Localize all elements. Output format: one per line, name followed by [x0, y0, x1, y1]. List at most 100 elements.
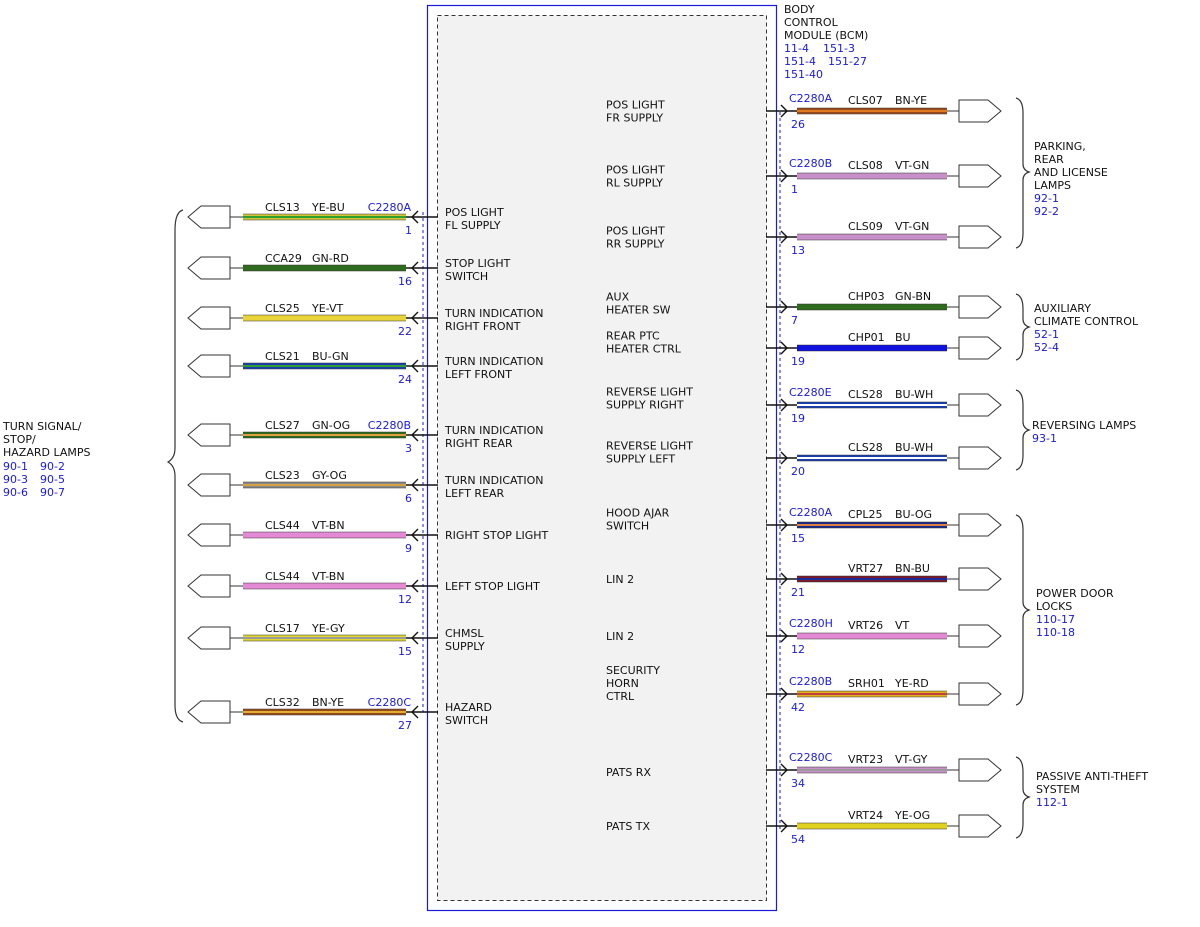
connector-symbol [187, 205, 231, 229]
pin-arrow [780, 572, 788, 586]
module-ref: 151-40 [784, 68, 823, 81]
pin-arrow [780, 819, 788, 833]
group-ref: 92-2 [1034, 205, 1059, 218]
group-ref: 90-7 [40, 486, 65, 499]
right-group-brace [1015, 389, 1031, 471]
pin-function: LIN 2 [606, 630, 634, 643]
group-title-line: TURN SIGNAL/ [2, 420, 82, 433]
wire-color-code: BU-WH [895, 441, 933, 454]
wire-color-code: VT-BN [312, 570, 345, 583]
connector-symbol [187, 306, 231, 330]
right-group-brace [1015, 514, 1031, 706]
pin-arrow [780, 169, 788, 183]
pin-number: 20 [791, 465, 805, 478]
circuit-id: CLS08 [848, 159, 883, 172]
pin-number: 3 [405, 442, 412, 455]
wire-color-code: VT-GY [895, 753, 928, 766]
connector-id: C2280B [368, 419, 411, 432]
wire-color-code: BU-OG [895, 508, 932, 521]
connector-id: C2280C [789, 751, 833, 764]
pin-function: HEATER CTRL [606, 343, 682, 356]
left-group-brace [166, 209, 184, 723]
pin-arrow [780, 341, 788, 355]
group-title-line: REVERSING LAMPS [1032, 419, 1136, 432]
pin-function: POS LIGHT [606, 99, 665, 112]
circuit-id: CLS44 [265, 519, 300, 532]
pin-function: FL SUPPLY [445, 219, 501, 232]
pin-function: HOOD AJAR [606, 507, 670, 520]
connector-symbol [187, 700, 231, 724]
group-title-line: STOP/ [3, 433, 36, 446]
connector-id: C2280C [368, 696, 412, 709]
wire-color-code: BN-YE [312, 696, 344, 709]
module-ref: 11-4 [784, 42, 809, 55]
circuit-id: VRT23 [848, 753, 883, 766]
wire-color-code: YE-BU [311, 201, 345, 214]
pin-arrow [780, 451, 788, 465]
module-title-line: BODY [784, 3, 815, 16]
connector-symbol [958, 624, 1002, 648]
circuit-id: CLS28 [848, 441, 883, 454]
connector-symbol [958, 513, 1002, 537]
circuit-id: CLS28 [848, 388, 883, 401]
pin-number: 7 [791, 314, 798, 327]
circuit-id: CLS44 [265, 570, 300, 583]
group-ref: 52-1 [1034, 328, 1059, 341]
connector-symbol [958, 814, 1002, 838]
module-ref: 151-27 [828, 55, 867, 68]
wire-color-code: GN-RD [312, 252, 349, 265]
connector-id: C2280E [789, 386, 832, 399]
module-title-line: CONTROL [784, 16, 839, 29]
pin-function: LIN 2 [606, 573, 634, 586]
pin-function: RL SUPPLY [606, 177, 663, 190]
pin-arrow [411, 579, 419, 593]
wire-color-code: YE-VT [311, 302, 344, 315]
group-ref: 92-1 [1034, 192, 1059, 205]
right-group-brace [1015, 97, 1031, 249]
group-title-line: PARKING, [1034, 140, 1086, 153]
pin-function: HAZARD [445, 701, 492, 714]
connector-id: C2280H [789, 617, 833, 630]
pin-arrow [780, 518, 788, 532]
pin-arrow [411, 311, 419, 325]
connector-id: C2280A [789, 506, 833, 519]
connector-symbol [958, 567, 1002, 591]
pin-function: CHMSL [445, 627, 484, 640]
module-inner-dashed [437, 15, 767, 901]
wire-color-code: BU-GN [312, 350, 349, 363]
circuit-id: CLS27 [265, 419, 300, 432]
pin-number: 24 [398, 373, 412, 386]
module-ref: 151-4 [784, 55, 816, 68]
pin-number: 1 [791, 183, 798, 196]
pin-arrow [780, 398, 788, 412]
pin-number: 27 [398, 719, 412, 732]
pin-number: 12 [398, 593, 412, 606]
circuit-id: CHP03 [848, 290, 885, 303]
pin-function: SUPPLY [445, 640, 485, 653]
pin-function: RIGHT REAR [445, 437, 513, 450]
pin-function: PATS RX [606, 766, 651, 779]
wire-color-code: YE-OG [894, 809, 930, 822]
connector-symbol [958, 164, 1002, 188]
wire-color-code: VT [895, 619, 910, 632]
group-title-line: CLIMATE CONTROL [1034, 315, 1139, 328]
group-ref: 112-1 [1036, 796, 1068, 809]
pin-arrow [411, 631, 419, 645]
pin-function: SECURITY [606, 664, 660, 677]
pin-function: LEFT FRONT [445, 368, 512, 381]
pin-arrow [411, 478, 419, 492]
connector-symbol [958, 758, 1002, 782]
pin-function: LEFT REAR [445, 487, 505, 500]
circuit-id: CLS32 [265, 696, 300, 709]
pin-function: TURN INDICATION [444, 424, 544, 437]
group-title-line: LAMPS [1034, 179, 1071, 192]
pin-number: 54 [791, 833, 805, 846]
circuit-id: CPL25 [848, 508, 882, 521]
pin-function: RIGHT FRONT [445, 320, 521, 333]
pin-function: POS LIGHT [445, 206, 504, 219]
group-title-line: PASSIVE ANTI-THEFT [1036, 770, 1148, 783]
group-ref: 90-3 [3, 473, 28, 486]
connector-symbol [958, 336, 1002, 360]
pin-arrow [411, 528, 419, 542]
wire-color-code: BN-YE [895, 94, 927, 107]
